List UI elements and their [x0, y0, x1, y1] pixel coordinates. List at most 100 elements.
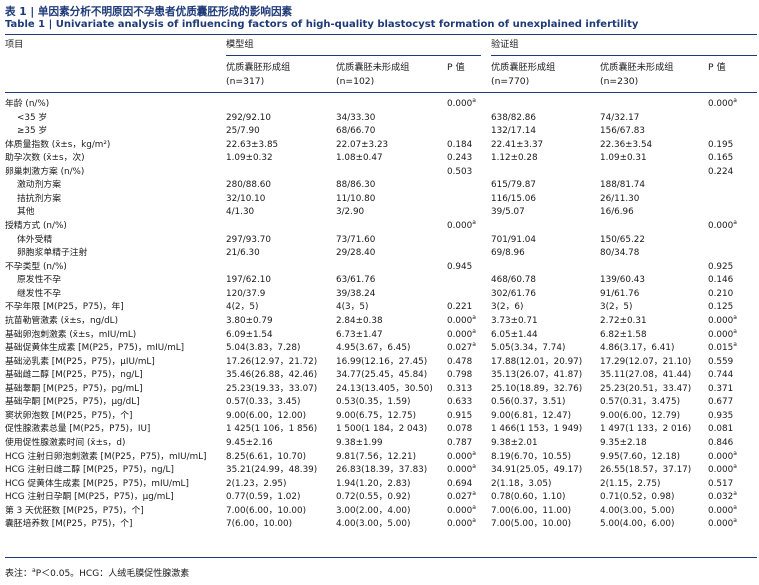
cell-value: 1 425(1 106，1 856): [226, 424, 318, 435]
header-validation-p-value: P 值: [708, 62, 726, 73]
cell-value: 0.000: [708, 519, 734, 530]
cell-value: 0.53(0.35，1.59): [336, 397, 411, 408]
cell-value: 4.95(3.67，6.45): [336, 343, 411, 354]
row-cell-p1: 0.787: [447, 437, 472, 449]
row-cell-p1: 0.000a: [447, 464, 476, 476]
header-validation-formed: 优质囊胚形成组: [491, 62, 556, 73]
row-label: 基础泌乳素 [M(P25，P75)，μIU/mL]: [5, 356, 155, 367]
cell-value: 74/32.17: [600, 112, 640, 123]
row-cell-p2: 0.517: [708, 478, 733, 490]
cell-value: 35.11(27.08，41.44): [600, 370, 692, 381]
row-cell-c4: 16/6.96: [600, 206, 634, 218]
cell-value: 16.99(12.16，27.45): [336, 356, 428, 367]
cell-value: 0.633: [447, 397, 473, 408]
row-cell-c1: 4(2，5): [226, 301, 258, 313]
header-model-formed-n: (n=317): [226, 76, 265, 87]
cell-value: 615/79.87: [491, 180, 536, 191]
row-cell-c4: 91/61.76: [600, 288, 639, 300]
cell-value: 0.56(0.37，3.51): [491, 397, 566, 408]
significance-marker: a: [472, 219, 476, 227]
cell-value: 0.184: [447, 139, 473, 150]
cell-value: 0.000: [447, 451, 473, 462]
cell-value: 9.95(7.60，12.18): [600, 451, 681, 462]
row-label: 囊胚培养数 [M(P25，P75)，个]: [5, 519, 133, 530]
row-cell-c2: 73/71.60: [336, 234, 375, 246]
row-cell-p2: 0.165: [708, 152, 733, 164]
row-cell-c1: 120/37.9: [226, 288, 265, 300]
cell-value: 35.46(26.88，42.46): [226, 370, 318, 381]
row-cell-p2: 0.925: [708, 261, 733, 273]
row-cell-c4: 22.36±3.54: [600, 139, 652, 151]
cell-value: 26.55(18.57，37.17): [600, 465, 692, 476]
cell-value: 9.38±1.99: [336, 438, 383, 448]
row-cell-c4: 1 497(1 133，2 016): [600, 423, 691, 435]
cell-value: 0.000: [708, 505, 734, 516]
significance-marker: a: [472, 463, 476, 471]
row-cell-c1: 0.57(0.33，3.45): [226, 396, 300, 408]
cell-value: 0.027: [447, 492, 473, 503]
row-label: 促性腺激素总量 [M(P25，P75)，IU]: [5, 424, 151, 435]
row-cell-p1: 0.221: [447, 301, 472, 313]
row-cell-c4: 9.00(6.00，12.79): [600, 410, 680, 422]
row-label: 授精方式 (n/%): [5, 221, 67, 232]
cell-value: 88/86.30: [336, 180, 376, 191]
cell-value: 0.57(0.31，3.475): [600, 397, 681, 408]
cell-value: 0.945: [447, 261, 473, 272]
cell-value: 0.78(0.60，1.10): [491, 492, 566, 503]
row-label: 基础雌二醇 [M(P25，P75)，ng/L]: [5, 370, 143, 381]
row-cell-c4: 35.11(27.08，41.44): [600, 369, 691, 381]
row-cell-c1: 17.26(12.97，21.72): [226, 356, 317, 368]
cell-value: 116/15.06: [491, 193, 536, 204]
cell-value: 0.694: [447, 478, 473, 489]
cell-value: 0.146: [708, 275, 734, 286]
significance-marker: a: [733, 449, 737, 457]
row-cell-c2: 9.38±1.99: [336, 437, 383, 449]
cell-value: 21/6.30: [226, 248, 260, 259]
cell-value: 3(2，6): [491, 302, 524, 313]
table-footnote: 表注：aP＜0.05。HCG：人绒毛膜促性腺激素: [5, 566, 189, 580]
row-cell-p1: 0.027a: [447, 342, 476, 354]
row-cell-p2: 0.032a: [708, 491, 737, 503]
row-cell-c2: 4(3，5): [336, 301, 368, 313]
row-cell-c1: 0.77(0.59，1.02): [226, 491, 300, 503]
cell-value: 0.71(0.52，0.98): [600, 492, 675, 503]
cell-value: 0.925: [708, 261, 734, 272]
row-cell-c1: 292/92.10: [226, 112, 271, 124]
row-cell-p1: 0.478: [447, 356, 472, 368]
row-cell-c4: 6.82±1.58: [600, 329, 647, 341]
cell-value: 1.12±0.28: [491, 153, 538, 164]
row-cell-p2: 0.371: [708, 383, 733, 395]
cell-value: 22.41±3.37: [491, 139, 544, 150]
row-cell-p2: 0.195: [708, 139, 733, 151]
cell-value: 0.000: [708, 221, 734, 232]
cell-value: 39/5.07: [491, 207, 525, 218]
row-label: 年龄 (n/%): [5, 99, 50, 109]
row-cell-c3: 468/60.78: [491, 274, 536, 286]
row-cell-p2: 0.000a: [708, 328, 737, 341]
cell-value: 156/67.83: [600, 126, 645, 137]
header-validation-not-formed: 优质囊胚未形成组: [600, 62, 674, 73]
row-cell-p1: 0.694: [447, 478, 472, 490]
row-cell-c2: 0.72(0.55，0.92): [336, 491, 410, 503]
cell-value: 0.000: [708, 465, 734, 476]
significance-marker: a: [733, 314, 737, 322]
cell-value: 22.36±3.54: [600, 139, 653, 150]
cell-value: 0.000: [447, 519, 473, 530]
header-model-p-value: P 值: [447, 62, 465, 73]
row-cell-p1: 0.078: [447, 423, 472, 435]
header-group-model: 模型组: [226, 39, 254, 50]
row-cell-c3: 8.19(6.70，10.55): [491, 451, 571, 463]
validation-group-underline: [491, 55, 757, 56]
cell-value: 8.19(6.70，10.55): [491, 451, 572, 462]
significance-marker: a: [733, 219, 737, 227]
cell-value: 0.165: [708, 153, 734, 164]
row-cell-c3: 132/17.14: [491, 125, 536, 137]
cell-value: 280/88.60: [226, 180, 271, 191]
cell-value: 1 466(1 153，1 949): [491, 424, 583, 435]
significance-marker: a: [472, 314, 476, 322]
row-cell-c2: 3/2.90: [336, 206, 364, 218]
cell-value: 4(2，5): [226, 302, 259, 313]
cell-value: 68/66.70: [336, 126, 376, 137]
footnote-sup: a: [32, 567, 36, 574]
row-cell-c3: 1 466(1 153，1 949): [491, 423, 582, 435]
